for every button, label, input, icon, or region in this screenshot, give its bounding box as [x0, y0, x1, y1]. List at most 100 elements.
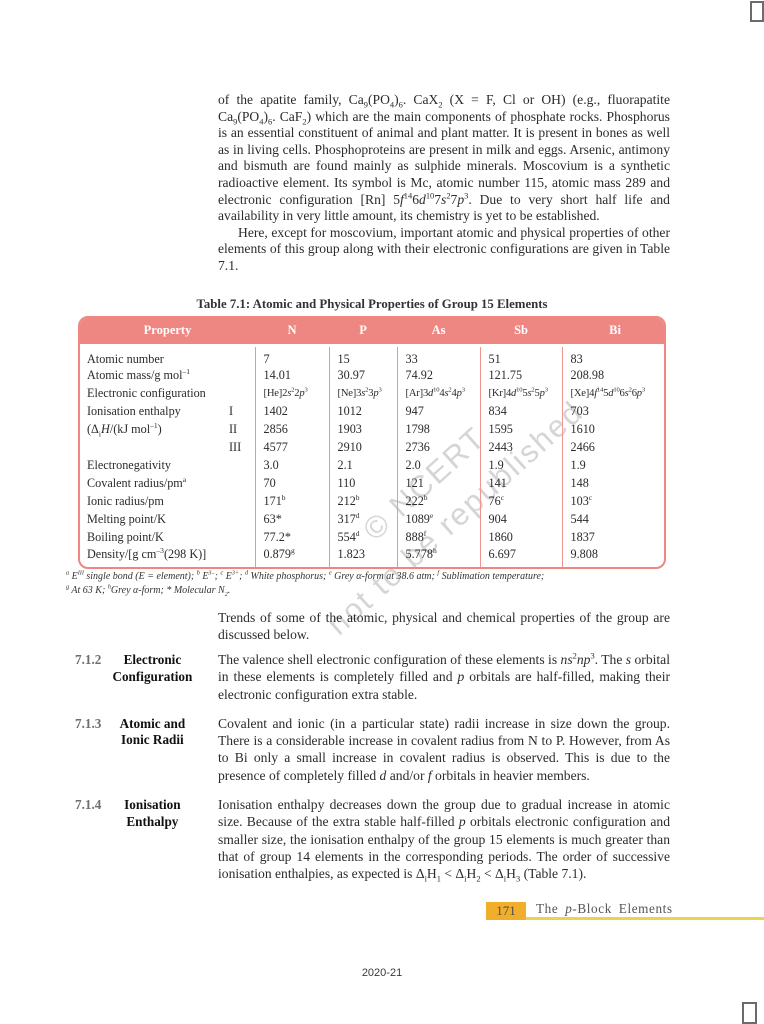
- value-cell: 110: [328, 474, 398, 493]
- value-cell: 2856: [254, 420, 330, 439]
- section: 7.1.2 Electronic Configuration The valen…: [75, 651, 670, 703]
- footer-rule: [486, 917, 764, 920]
- table-row: Covalent radius/pma 70 110 121 141 148: [80, 474, 664, 493]
- table-row: Atomic mass/g mol–1 14.01 30.97 74.92 121.75…: [80, 366, 664, 385]
- page-number-badge: 171: [486, 902, 526, 920]
- ie-series-cell: [227, 457, 255, 475]
- value-cell: 2.0: [396, 456, 481, 475]
- value-cell: 1.823: [328, 546, 398, 567]
- section-number: 7.1.2: [75, 652, 102, 667]
- value-cell: 103c: [561, 492, 664, 511]
- table-footnotes: a EIII single bond (E = element); b E3–;…: [66, 570, 710, 597]
- section-body: The valence shell electronic configurati…: [218, 650, 670, 702]
- ie-series-cell: [227, 385, 255, 403]
- edition-year: 2020-21: [361, 967, 403, 979]
- section-title: Atomic and Ionic Radii: [119, 715, 186, 748]
- value-cell: 904: [479, 510, 563, 529]
- value-cell: 2736: [396, 438, 481, 457]
- value-cell: 1837: [561, 528, 664, 547]
- intro-text: of the apatite family, Ca9(PO4)6. CaX2 (…: [218, 92, 670, 275]
- properties-table-border: Property N P As Sb Bi Atomic number 7 15 33…: [78, 316, 666, 569]
- value-cell: 5.778h: [396, 546, 481, 567]
- value-cell: 888f: [396, 528, 481, 547]
- property-label-cell: Covalent radius/pma: [87, 474, 187, 490]
- value-cell: 1610: [561, 420, 664, 439]
- value-cell: 121.75: [479, 366, 563, 385]
- table-row: III 4577 2910 2736 2443 2466: [80, 438, 664, 457]
- value-cell: 83: [561, 345, 664, 367]
- table-row: Melting point/K 63* 317d 1089e 904 544: [80, 510, 664, 529]
- value-cell: 74.92: [396, 366, 481, 385]
- value-cell: 63*: [254, 510, 330, 529]
- value-cell: 76c: [479, 492, 563, 511]
- page-number: 171: [496, 903, 516, 918]
- value-cell: 1089e: [396, 510, 481, 529]
- properties-table-grid: Property N P As Sb Bi Atomic number 7 15 33…: [80, 318, 664, 567]
- value-cell: 30.97: [328, 366, 398, 385]
- property-label-cell: Density/[g cm–3(298 K)]: [87, 545, 207, 561]
- property-label-cell: Boiling point/K: [87, 530, 164, 544]
- table-row: (ΔiH/(kJ mol–1) II 2856 1903 1798 1595 1610: [80, 420, 664, 439]
- value-cell: 1.9: [479, 456, 563, 475]
- ie-series-cell: III: [229, 440, 242, 454]
- value-cell: 1402: [254, 402, 330, 421]
- header-property: Property: [80, 318, 256, 347]
- value-cell: 70: [254, 474, 330, 493]
- header-n: N: [255, 318, 330, 347]
- property-label-cell: Atomic number: [87, 351, 164, 366]
- section-title: Ionisation Enthalpy: [124, 797, 181, 829]
- intro-paragraph-2: Here, except for moscovium, important at…: [218, 224, 670, 273]
- section-number: 7.1.4: [75, 797, 102, 813]
- value-cell: 14.01: [254, 366, 330, 385]
- trends-paragraph: Trends of some of the atomic, physical a…: [218, 610, 670, 642]
- value-cell: 947: [396, 402, 481, 421]
- value-cell: 7: [254, 345, 330, 367]
- section-heading: 7.1.3 Atomic and Ionic Radii: [75, 715, 218, 784]
- properties-table-header: Property N P As Sb Bi: [80, 318, 664, 347]
- ie-series-cell: [227, 475, 255, 493]
- value-cell: 2910: [328, 438, 398, 457]
- ie-series-cell: [227, 511, 255, 529]
- value-cell: 703: [561, 402, 664, 421]
- value-cell: 3.0: [254, 456, 330, 475]
- value-cell: [Ne]3s23p3: [328, 384, 398, 403]
- table-title: Table 7.1: Atomic and Physical Propertie…: [196, 297, 548, 311]
- intro-paragraph-1: of the apatite family, Ca9(PO4)6. CaX2 (…: [218, 92, 670, 224]
- header-bi: Bi: [562, 318, 664, 347]
- section-body: Ionisation enthalpy decreases down the g…: [218, 797, 670, 884]
- value-cell: 2466: [561, 438, 664, 457]
- section: 7.1.4 Ionisation Enthalpy Ionisation ent…: [75, 796, 670, 884]
- properties-table-body: Atomic number 7 15 33 51 83 Atomic mass/g mol–…: [80, 345, 664, 567]
- ie-series-cell: [227, 493, 255, 511]
- value-cell: 212b: [328, 492, 398, 511]
- header-row: Property N P As Sb Bi: [80, 318, 664, 347]
- table-row: Ionic radius/pm 171b 212b 222b 76c 103c: [80, 492, 664, 511]
- table-row: Electronegativity 3.0 2.1 2.0 1.9 1.9: [80, 456, 664, 475]
- table-row: Atomic number 7 15 33 51 83: [80, 345, 664, 367]
- header-as: As: [397, 318, 481, 347]
- property-label-cell: Electronegativity: [87, 458, 171, 472]
- value-cell: 1903: [328, 420, 398, 439]
- properties-table: Property N P As Sb Bi Atomic number 7 15 33…: [78, 316, 666, 569]
- property-label-cell: Ionisation enthalpy: [87, 404, 181, 418]
- footnote-line-1: a EIII single bond (E = element); b E3–;…: [66, 569, 545, 582]
- footnote-line-2: g At 63 K; hGrey α-form; * Molecular N2.: [66, 583, 231, 598]
- sections: 7.1.2 Electronic Configuration The valen…: [75, 651, 670, 895]
- value-cell: 1.9: [561, 456, 664, 475]
- value-cell: 171b: [254, 492, 330, 511]
- property-label-cell: Ionic radius/pm: [87, 494, 164, 508]
- property-label-cell: (ΔiH/(kJ mol–1): [87, 420, 162, 439]
- property-label-cell: Melting point/K: [87, 512, 166, 526]
- value-cell: 4577: [254, 438, 330, 457]
- section-body: Covalent and ionic (in a particular stat…: [218, 715, 670, 783]
- header-sb: Sb: [480, 318, 563, 347]
- value-cell: 121: [396, 474, 481, 493]
- ie-series-cell: [227, 529, 255, 547]
- crop-mark-top-right: [750, 1, 764, 22]
- section: 7.1.3 Atomic and Ionic Radii Covalent an…: [75, 715, 670, 784]
- value-cell: 1860: [479, 528, 563, 547]
- value-cell: 834: [479, 402, 563, 421]
- value-cell: 544: [561, 510, 664, 529]
- value-cell: 1798: [396, 420, 481, 439]
- value-cell: [Kr]4d105s25p3: [479, 384, 563, 403]
